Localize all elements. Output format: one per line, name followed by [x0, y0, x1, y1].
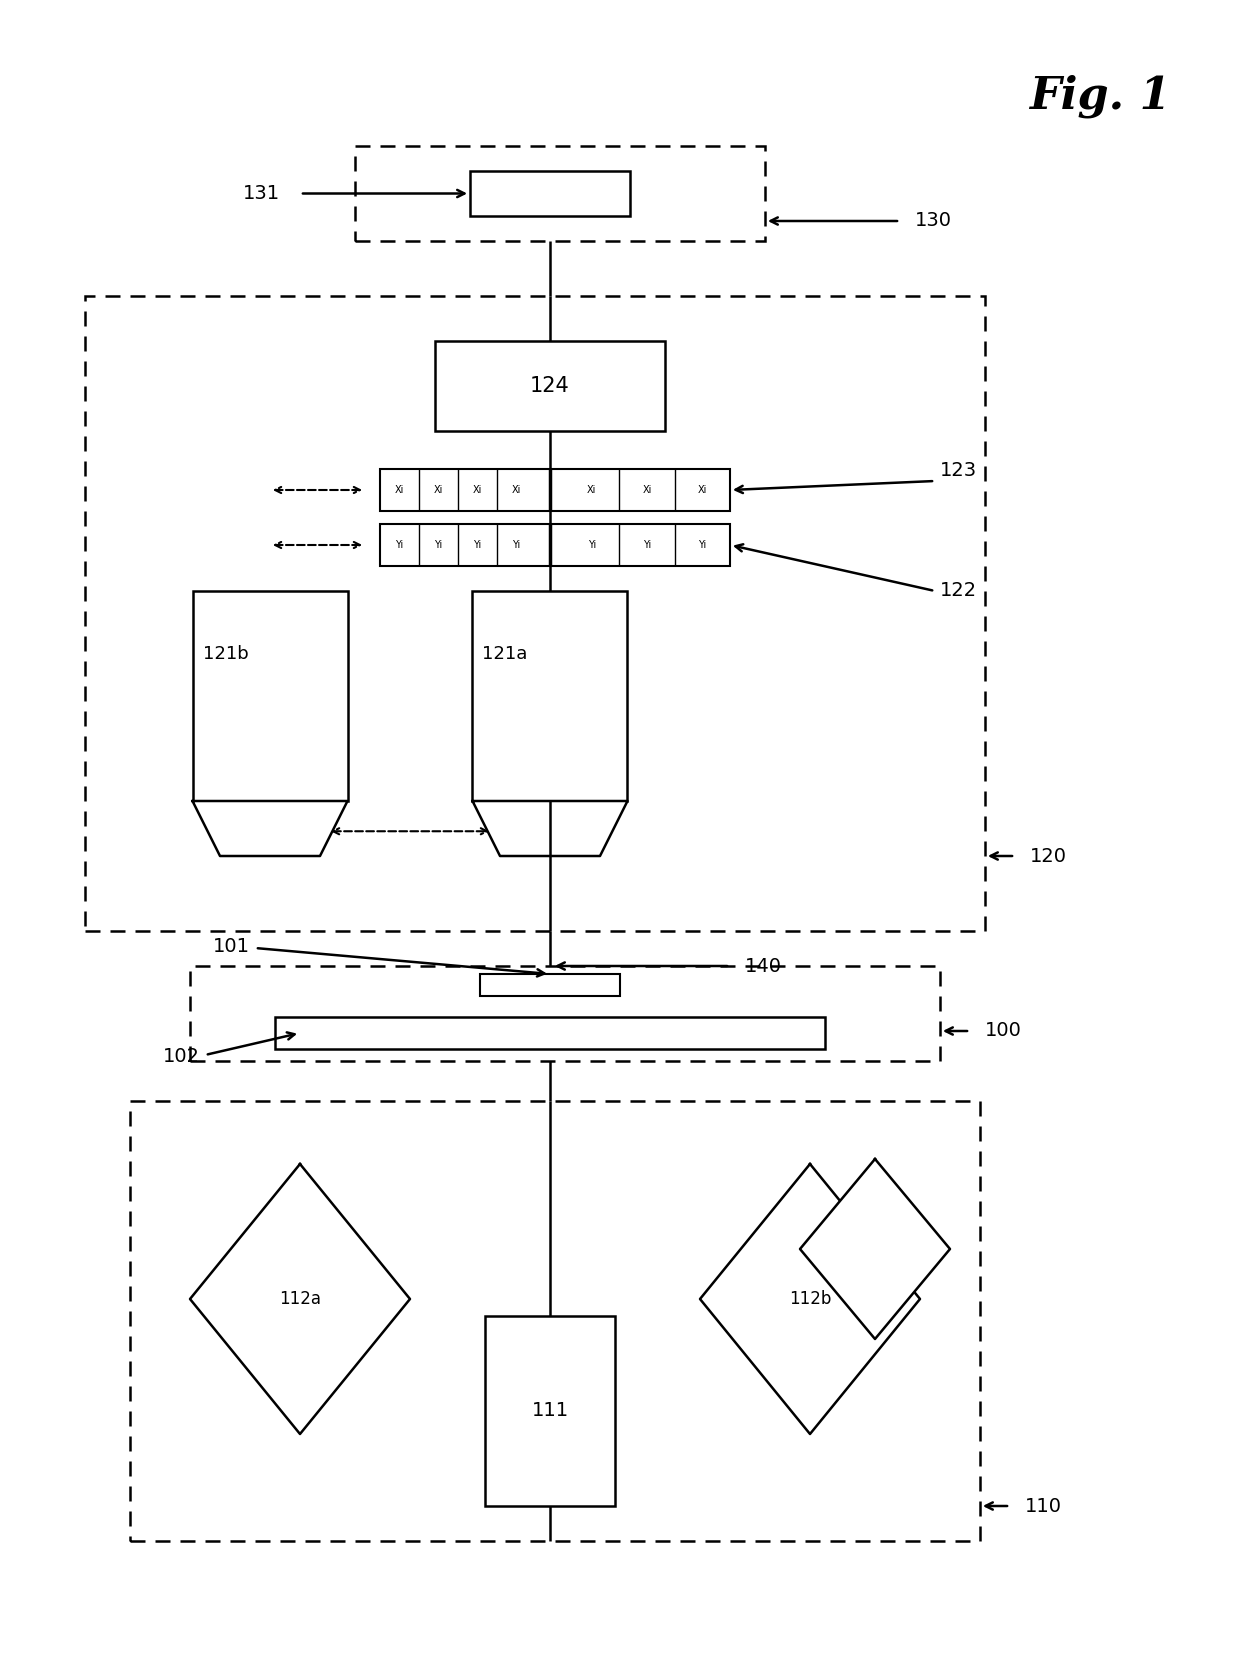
Text: 130: 130: [915, 212, 952, 230]
Bar: [379, 525, 730, 566]
Text: Yi: Yi: [512, 540, 521, 550]
Polygon shape: [800, 1160, 950, 1339]
Text: 101: 101: [213, 936, 250, 956]
Text: 120: 120: [1030, 846, 1066, 866]
Text: 140: 140: [745, 956, 782, 976]
Bar: [86, 297, 985, 931]
Text: Xi: Xi: [587, 485, 596, 495]
Text: Xi: Xi: [472, 485, 482, 495]
Bar: [190, 966, 940, 1061]
Text: Xi: Xi: [394, 485, 404, 495]
Bar: [192, 591, 347, 801]
Bar: [275, 1016, 825, 1050]
Text: Yi: Yi: [588, 540, 595, 550]
Text: 110: 110: [1025, 1496, 1061, 1516]
Text: 124: 124: [531, 377, 570, 397]
Text: Yi: Yi: [698, 540, 707, 550]
Text: Xi: Xi: [698, 485, 707, 495]
Polygon shape: [192, 801, 347, 856]
Text: Xi: Xi: [512, 485, 521, 495]
Text: 112a: 112a: [279, 1289, 321, 1308]
Text: Xi: Xi: [434, 485, 443, 495]
Text: 100: 100: [985, 1021, 1022, 1041]
Text: Yi: Yi: [434, 540, 443, 550]
Bar: [472, 591, 627, 801]
Polygon shape: [190, 1165, 410, 1434]
Bar: [485, 1316, 615, 1506]
Text: 102: 102: [162, 1046, 200, 1066]
Bar: [355, 147, 765, 242]
Text: 112b: 112b: [789, 1289, 831, 1308]
Bar: [130, 1101, 980, 1541]
Bar: [435, 342, 665, 431]
Text: 131: 131: [243, 183, 280, 203]
Text: 122: 122: [940, 581, 977, 600]
Text: Yi: Yi: [396, 540, 404, 550]
Text: Yi: Yi: [474, 540, 481, 550]
Text: 111: 111: [532, 1401, 569, 1421]
Text: 123: 123: [940, 461, 977, 480]
Text: Fig. 1: Fig. 1: [1029, 75, 1171, 118]
Text: 121a: 121a: [482, 645, 528, 663]
Bar: [480, 975, 620, 996]
Polygon shape: [701, 1165, 920, 1434]
Bar: [379, 470, 730, 511]
Bar: [470, 172, 630, 217]
Text: Yi: Yi: [642, 540, 651, 550]
Polygon shape: [472, 801, 627, 856]
Text: Xi: Xi: [642, 485, 652, 495]
Text: 121b: 121b: [202, 645, 248, 663]
